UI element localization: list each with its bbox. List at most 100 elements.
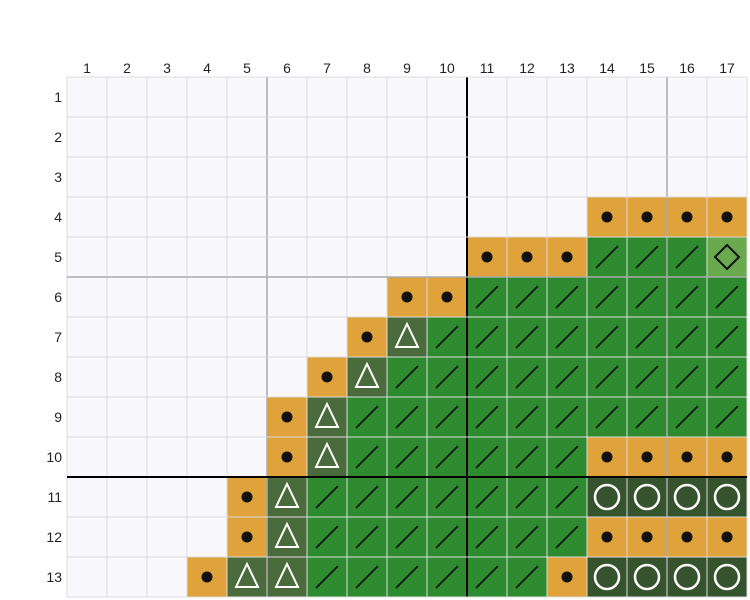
empty-cell[interactable] xyxy=(227,77,267,117)
circle-cell[interactable] xyxy=(627,477,667,517)
empty-cell[interactable] xyxy=(107,157,147,197)
empty-cell[interactable] xyxy=(307,77,347,117)
empty-cell[interactable] xyxy=(507,117,547,157)
gold-dot-cell[interactable] xyxy=(667,517,707,557)
empty-cell[interactable] xyxy=(627,117,667,157)
empty-cell[interactable] xyxy=(387,237,427,277)
empty-cell[interactable] xyxy=(187,477,227,517)
empty-cell[interactable] xyxy=(147,357,187,397)
circle-cell[interactable] xyxy=(667,557,707,597)
empty-cell[interactable] xyxy=(667,77,707,117)
green-slash-cell[interactable] xyxy=(627,277,667,317)
green-slash-cell[interactable] xyxy=(427,357,467,397)
empty-cell[interactable] xyxy=(427,237,467,277)
empty-cell[interactable] xyxy=(547,157,587,197)
empty-cell[interactable] xyxy=(347,157,387,197)
green-slash-cell[interactable] xyxy=(427,477,467,517)
empty-cell[interactable] xyxy=(107,517,147,557)
empty-cell[interactable] xyxy=(67,77,107,117)
empty-cell[interactable] xyxy=(187,157,227,197)
empty-cell[interactable] xyxy=(347,197,387,237)
empty-cell[interactable] xyxy=(67,317,107,357)
green-slash-cell[interactable] xyxy=(467,397,507,437)
empty-cell[interactable] xyxy=(267,157,307,197)
empty-cell[interactable] xyxy=(347,117,387,157)
empty-cell[interactable] xyxy=(147,77,187,117)
gold-dot-cell[interactable] xyxy=(667,197,707,237)
empty-cell[interactable] xyxy=(427,157,467,197)
empty-cell[interactable] xyxy=(627,157,667,197)
green-slash-cell[interactable] xyxy=(507,477,547,517)
green-slash-cell[interactable] xyxy=(627,357,667,397)
empty-cell[interactable] xyxy=(427,77,467,117)
green-slash-cell[interactable] xyxy=(347,477,387,517)
green-slash-cell[interactable] xyxy=(547,317,587,357)
green-slash-cell[interactable] xyxy=(587,397,627,437)
gold-dot-cell[interactable] xyxy=(387,277,427,317)
green-slash-cell[interactable] xyxy=(627,237,667,277)
gold-dot-cell[interactable] xyxy=(627,517,667,557)
empty-cell[interactable] xyxy=(67,117,107,157)
green-slash-cell[interactable] xyxy=(467,277,507,317)
empty-cell[interactable] xyxy=(307,317,347,357)
triangle-cell[interactable] xyxy=(387,317,427,357)
green-slash-cell[interactable] xyxy=(707,397,747,437)
green-slash-cell[interactable] xyxy=(547,437,587,477)
empty-cell[interactable] xyxy=(187,117,227,157)
green-slash-cell[interactable] xyxy=(507,557,547,597)
green-slash-cell[interactable] xyxy=(507,277,547,317)
gold-dot-cell[interactable] xyxy=(547,237,587,277)
green-slash-cell[interactable] xyxy=(507,517,547,557)
empty-cell[interactable] xyxy=(107,117,147,157)
green-slash-cell[interactable] xyxy=(307,517,347,557)
green-slash-cell[interactable] xyxy=(707,317,747,357)
gold-dot-cell[interactable] xyxy=(667,437,707,477)
green-slash-cell[interactable] xyxy=(427,557,467,597)
empty-cell[interactable] xyxy=(187,277,227,317)
triangle-cell[interactable] xyxy=(267,477,307,517)
empty-cell[interactable] xyxy=(467,197,507,237)
green-slash-cell[interactable] xyxy=(387,437,427,477)
green-slash-cell[interactable] xyxy=(667,277,707,317)
empty-cell[interactable] xyxy=(507,77,547,117)
green-slash-cell[interactable] xyxy=(467,517,507,557)
circle-cell[interactable] xyxy=(707,557,747,597)
empty-cell[interactable] xyxy=(67,197,107,237)
green-slash-cell[interactable] xyxy=(307,477,347,517)
gold-dot-cell[interactable] xyxy=(227,477,267,517)
circle-cell[interactable] xyxy=(627,557,667,597)
empty-cell[interactable] xyxy=(67,437,107,477)
empty-cell[interactable] xyxy=(67,397,107,437)
green-slash-cell[interactable] xyxy=(667,397,707,437)
empty-cell[interactable] xyxy=(307,277,347,317)
empty-cell[interactable] xyxy=(267,357,307,397)
empty-cell[interactable] xyxy=(427,197,467,237)
empty-cell[interactable] xyxy=(107,197,147,237)
empty-cell[interactable] xyxy=(547,77,587,117)
gold-dot-cell[interactable] xyxy=(307,357,347,397)
green-slash-cell[interactable] xyxy=(467,557,507,597)
empty-cell[interactable] xyxy=(547,117,587,157)
empty-cell[interactable] xyxy=(307,157,347,197)
empty-cell[interactable] xyxy=(347,77,387,117)
empty-cell[interactable] xyxy=(187,237,227,277)
green-slash-cell[interactable] xyxy=(387,357,427,397)
green-slash-cell[interactable] xyxy=(387,517,427,557)
empty-cell[interactable] xyxy=(147,157,187,197)
gold-dot-cell[interactable] xyxy=(507,237,547,277)
green-slash-cell[interactable] xyxy=(347,517,387,557)
empty-cell[interactable] xyxy=(267,237,307,277)
gold-dot-cell[interactable] xyxy=(347,317,387,357)
green-slash-cell[interactable] xyxy=(547,477,587,517)
green-slash-cell[interactable] xyxy=(547,357,587,397)
green-slash-cell[interactable] xyxy=(627,317,667,357)
green-slash-cell[interactable] xyxy=(707,277,747,317)
empty-cell[interactable] xyxy=(227,197,267,237)
empty-cell[interactable] xyxy=(307,197,347,237)
empty-cell[interactable] xyxy=(107,477,147,517)
empty-cell[interactable] xyxy=(107,77,147,117)
green-slash-cell[interactable] xyxy=(347,557,387,597)
diamond-cell[interactable] xyxy=(707,237,747,277)
green-slash-cell[interactable] xyxy=(467,477,507,517)
empty-cell[interactable] xyxy=(227,437,267,477)
